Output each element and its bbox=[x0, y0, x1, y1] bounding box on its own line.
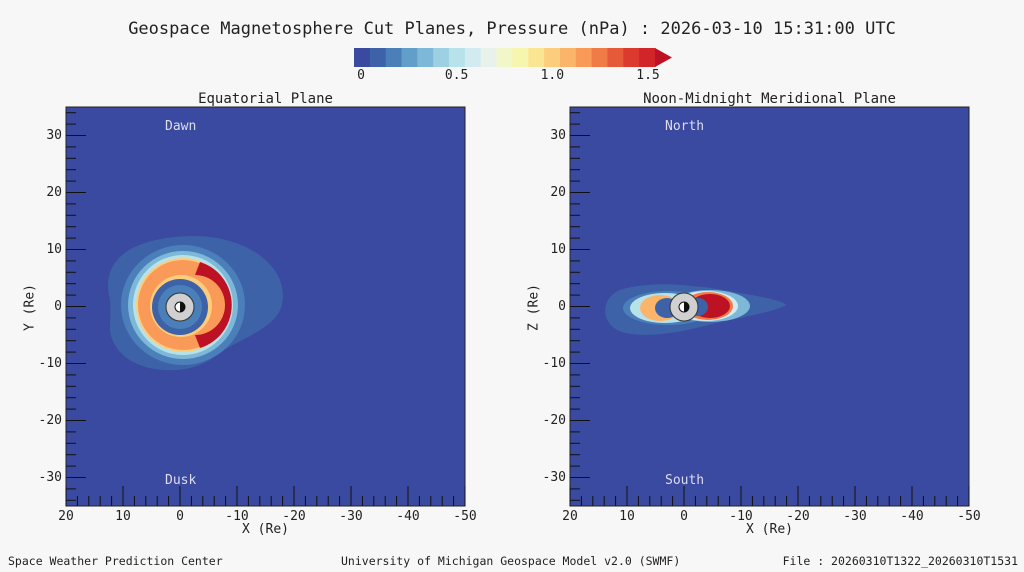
earth-left bbox=[165, 292, 195, 322]
earth-right bbox=[669, 292, 699, 322]
y-tick-label: 10 bbox=[550, 241, 566, 257]
south-label: South bbox=[665, 473, 705, 488]
colorbar-bin bbox=[512, 48, 529, 67]
x-tick-label: 10 bbox=[115, 509, 131, 524]
colorbar-bin bbox=[401, 48, 418, 67]
x-tick-label: -10 bbox=[225, 509, 249, 524]
colorbar-arrow bbox=[655, 48, 672, 67]
y-tick-label: 0 bbox=[54, 298, 62, 314]
colorbar-bin bbox=[544, 48, 561, 67]
y-tick-label: -20 bbox=[542, 412, 566, 428]
colorbar-bin bbox=[607, 48, 624, 67]
footer-left: Space Weather Prediction Center bbox=[8, 554, 223, 568]
x-tick-label: -50 bbox=[453, 509, 477, 524]
right-xlabel: X (Re) bbox=[746, 522, 793, 537]
colorbar-bin bbox=[433, 48, 450, 67]
y-tick-label: -30 bbox=[542, 469, 566, 485]
y-tick-label: 20 bbox=[46, 184, 62, 200]
colorbar-bin bbox=[385, 48, 403, 67]
x-tick-label: 10 bbox=[619, 509, 635, 524]
y-tick-label: -10 bbox=[542, 355, 566, 371]
footer-center: University of Michigan Geospace Model v2… bbox=[341, 554, 681, 568]
colorbar-tick-label: 0 bbox=[357, 68, 365, 83]
x-tick-label: 20 bbox=[562, 509, 578, 524]
y-tick-label: 10 bbox=[46, 241, 62, 257]
colorbar-bin bbox=[496, 48, 513, 67]
colorbar-bin bbox=[591, 48, 608, 67]
left-xlabel: X (Re) bbox=[242, 522, 289, 537]
colorbar-tick-label: 1.0 bbox=[540, 68, 565, 83]
colorbar-bin bbox=[369, 48, 387, 67]
x-tick-label: -30 bbox=[843, 509, 867, 524]
x-tick-label: -40 bbox=[396, 509, 420, 524]
colorbar-bin bbox=[354, 48, 371, 67]
colorbar-bin bbox=[639, 48, 656, 67]
colorbar-tick-label: 1.5 bbox=[636, 68, 660, 83]
x-tick-label: -50 bbox=[957, 509, 981, 524]
y-tick-label: -20 bbox=[38, 412, 62, 428]
x-tick-label: -10 bbox=[729, 509, 753, 524]
dawn-label: Dawn bbox=[165, 119, 197, 134]
x-tick-label: 0 bbox=[680, 509, 688, 524]
colorbar bbox=[354, 48, 672, 67]
x-tick-label: -20 bbox=[282, 509, 306, 524]
y-tick-label: 30 bbox=[550, 127, 566, 143]
colorbar-bin bbox=[449, 48, 466, 67]
y-tick-label: -30 bbox=[38, 469, 62, 485]
colorbar-bin bbox=[559, 48, 577, 67]
colorbar-bin bbox=[417, 48, 434, 67]
x-tick-label: -20 bbox=[786, 509, 810, 524]
contour-peak bbox=[195, 262, 232, 348]
colorbar-bin bbox=[528, 48, 545, 67]
colorbar-bin bbox=[575, 48, 593, 67]
colorbar-tick-label: 0.5 bbox=[444, 68, 469, 83]
x-tick-label: 20 bbox=[58, 509, 74, 524]
equatorial-plot bbox=[66, 107, 465, 506]
y-tick-label: 0 bbox=[558, 298, 566, 314]
y-tick-label: 20 bbox=[550, 184, 566, 200]
colorbar-bin bbox=[464, 48, 482, 67]
footer-right: File : 20260310T1322_20260310T1531 bbox=[782, 554, 1018, 568]
x-tick-label: 0 bbox=[176, 509, 184, 524]
dusk-label: Dusk bbox=[165, 473, 197, 488]
y-tick-label: 30 bbox=[46, 127, 62, 143]
x-tick-label: -40 bbox=[900, 509, 924, 524]
x-tick-label: -30 bbox=[339, 509, 363, 524]
chart-title: Geospace Magnetosphere Cut Planes, Press… bbox=[128, 19, 896, 39]
colorbar-bin bbox=[623, 48, 640, 67]
north-label: North bbox=[665, 119, 705, 134]
colorbar-bin bbox=[480, 48, 498, 67]
y-tick-label: -10 bbox=[38, 355, 62, 371]
meridional-plot bbox=[570, 107, 969, 506]
left-plot-title: Equatorial Plane bbox=[198, 91, 333, 107]
right-plot-title: Noon-Midnight Meridional Plane bbox=[643, 91, 896, 107]
